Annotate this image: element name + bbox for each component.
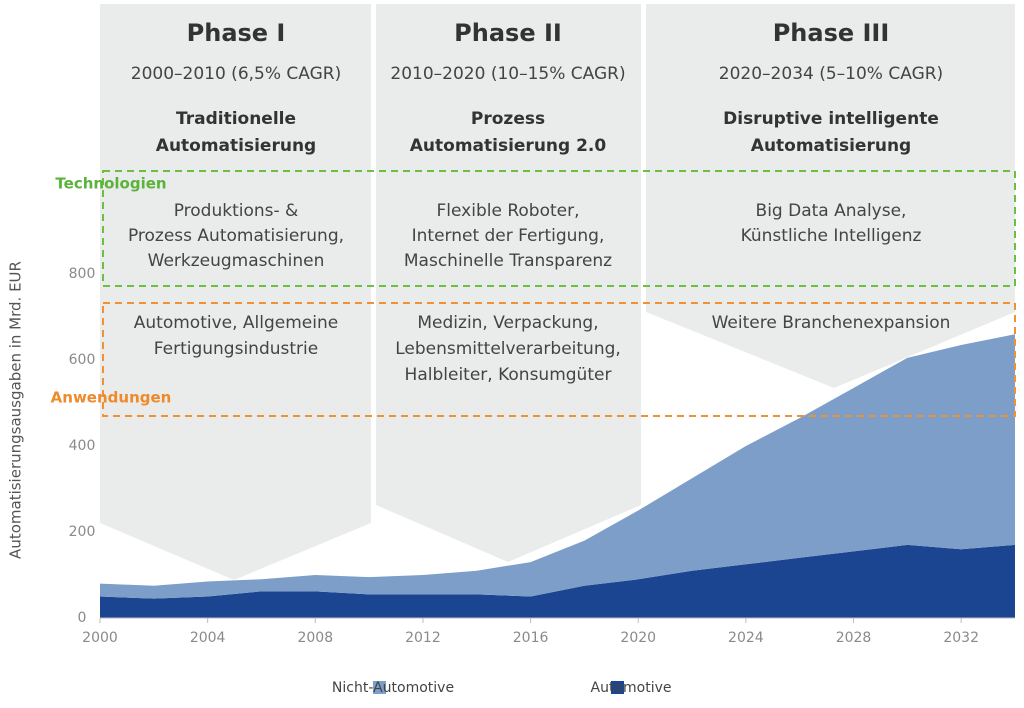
legend-label: Nicht-Automotive — [332, 680, 454, 696]
y-tick-label: 200 — [69, 524, 96, 540]
technologies-box — [102, 170, 1016, 287]
technology: Flexible Roboter, — [437, 201, 580, 221]
application: Medizin, Verpackung, — [417, 313, 598, 333]
applications-label: Anwendungen — [51, 389, 172, 407]
x-tick-label: 2028 — [836, 630, 872, 646]
phase-title: Phase I — [187, 19, 286, 47]
technology: Werkzeugmaschinen — [148, 251, 325, 271]
legend-label: Automotive — [591, 680, 672, 696]
technology: Künstliche Intelligenz — [741, 226, 922, 246]
technology: Big Data Analyse, — [756, 201, 907, 221]
y-tick-label: 0 — [78, 610, 87, 626]
technology: Internet der Fertigung, — [412, 226, 605, 246]
applications-box — [102, 302, 1016, 417]
phase-focus: Traditionelle — [176, 109, 296, 129]
legend-swatch — [373, 681, 386, 694]
application: Lebensmittelverarbeitung, — [395, 339, 621, 359]
area — [100, 544, 1015, 618]
phase-title: Phase II — [454, 19, 562, 47]
phase-background — [646, 4, 1015, 388]
phase-title: Phase III — [773, 19, 890, 47]
application: Halbleiter, Konsumgüter — [405, 365, 612, 385]
legend-swatch — [611, 681, 624, 694]
y-axis-label: Automatisierungsausgaben in Mrd. EUR — [7, 261, 25, 559]
phase-focus: Automatisierung 2.0 — [410, 136, 607, 156]
x-tick-label: 2016 — [513, 630, 549, 646]
phase-focus: Disruptive intelligente — [723, 109, 939, 129]
technology: Produktions- & — [174, 201, 299, 221]
y-tick-label: 800 — [69, 266, 96, 282]
x-tick-label: 2020 — [620, 630, 656, 646]
technologies-label: Technologien — [55, 175, 166, 193]
phase-period: 2020–2034 (5–10% CAGR) — [719, 64, 943, 84]
phase-focus: Prozess — [471, 109, 545, 129]
phase-period: 2000–2010 (6,5% CAGR) — [131, 64, 341, 84]
application: Automotive, Allgemeine — [134, 313, 338, 333]
application: Fertigungsindustrie — [154, 339, 318, 359]
y-tick-label: 600 — [69, 352, 96, 368]
phase-background — [100, 4, 371, 580]
technology: Maschinelle Transparenz — [404, 251, 612, 271]
technology: Prozess Automatisierung, — [128, 226, 344, 246]
x-tick-label: 2000 — [82, 630, 118, 646]
x-tick-label: 2004 — [190, 630, 226, 646]
application: Weitere Branchenexpansion — [712, 313, 951, 333]
x-tick-label: 2024 — [728, 630, 764, 646]
phase-focus: Automatisierung — [156, 136, 316, 156]
y-tick-label: 400 — [69, 438, 96, 454]
phase-focus: Automatisierung — [751, 136, 911, 156]
x-tick-label: 2032 — [943, 630, 979, 646]
x-tick-label: 2008 — [297, 630, 333, 646]
area — [100, 334, 1015, 599]
x-tick-label: 2012 — [405, 630, 441, 646]
phase-background — [376, 4, 641, 562]
phase-period: 2010–2020 (10–15% CAGR) — [390, 64, 625, 84]
